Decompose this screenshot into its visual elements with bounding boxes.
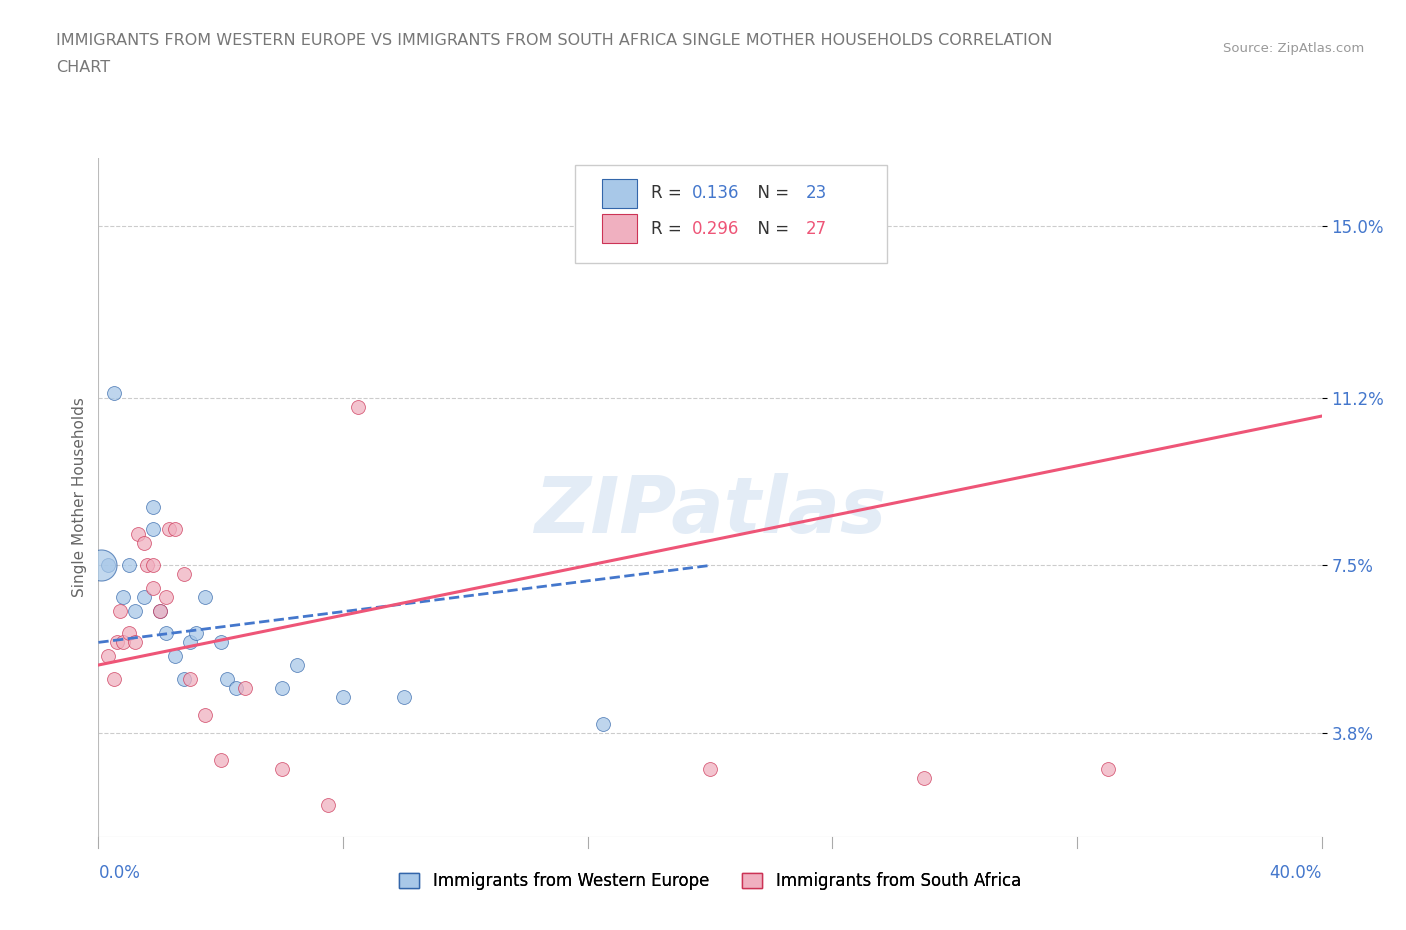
Point xyxy=(142,558,165,573)
Point xyxy=(124,635,146,650)
Point xyxy=(118,626,141,641)
Text: 0.296: 0.296 xyxy=(692,219,740,238)
Text: 0.136: 0.136 xyxy=(692,184,740,203)
Point xyxy=(155,626,177,641)
Point xyxy=(108,604,131,618)
Point xyxy=(127,526,149,541)
Text: 27: 27 xyxy=(806,219,827,238)
Legend: Immigrants from Western Europe, Immigrants from South Africa: Immigrants from Western Europe, Immigran… xyxy=(392,865,1028,897)
Point xyxy=(163,648,186,663)
Point xyxy=(118,558,141,573)
Point xyxy=(270,680,292,695)
Point xyxy=(209,752,232,767)
Point xyxy=(592,716,614,731)
Point xyxy=(233,680,256,695)
Point xyxy=(142,499,165,514)
Point xyxy=(103,386,125,401)
Text: 0.0%: 0.0% xyxy=(98,864,141,883)
Point xyxy=(97,648,120,663)
FancyBboxPatch shape xyxy=(602,179,637,207)
Text: R =: R = xyxy=(651,184,688,203)
Point xyxy=(90,558,112,573)
Point xyxy=(142,580,165,595)
Point xyxy=(173,567,195,582)
Point xyxy=(97,558,120,573)
Point xyxy=(111,590,134,604)
Text: IMMIGRANTS FROM WESTERN EUROPE VS IMMIGRANTS FROM SOUTH AFRICA SINGLE MOTHER HOU: IMMIGRANTS FROM WESTERN EUROPE VS IMMIGR… xyxy=(56,33,1053,47)
Point xyxy=(124,604,146,618)
Text: 40.0%: 40.0% xyxy=(1270,864,1322,883)
Point xyxy=(149,604,172,618)
Text: N =: N = xyxy=(747,219,794,238)
Point xyxy=(142,522,165,537)
Point xyxy=(157,522,180,537)
Point xyxy=(347,400,370,415)
Point xyxy=(134,536,156,551)
Point xyxy=(194,708,217,723)
Point xyxy=(912,771,935,786)
Point xyxy=(332,689,354,704)
FancyBboxPatch shape xyxy=(602,215,637,243)
Point xyxy=(173,671,195,686)
Text: 23: 23 xyxy=(806,184,827,203)
Point xyxy=(285,658,308,672)
Point xyxy=(1097,762,1119,777)
Point xyxy=(111,635,134,650)
Point xyxy=(215,671,238,686)
Y-axis label: Single Mother Households: Single Mother Households xyxy=(72,398,87,597)
Point xyxy=(209,635,232,650)
Text: ZIPatlas: ZIPatlas xyxy=(534,473,886,549)
Point xyxy=(186,626,208,641)
Point xyxy=(155,590,177,604)
Point xyxy=(134,590,156,604)
Point xyxy=(103,671,125,686)
Point xyxy=(194,590,217,604)
Point xyxy=(225,680,247,695)
Point xyxy=(179,635,201,650)
Text: N =: N = xyxy=(747,184,794,203)
Point xyxy=(392,689,416,704)
Point xyxy=(316,798,339,813)
Point xyxy=(136,558,159,573)
Point xyxy=(699,762,721,777)
Point xyxy=(270,762,292,777)
Text: R =: R = xyxy=(651,219,688,238)
Text: CHART: CHART xyxy=(56,60,110,75)
Text: Source: ZipAtlas.com: Source: ZipAtlas.com xyxy=(1223,42,1364,55)
FancyBboxPatch shape xyxy=(575,165,887,263)
Point xyxy=(105,635,128,650)
Point xyxy=(149,604,172,618)
Point xyxy=(179,671,201,686)
Point xyxy=(163,522,186,537)
